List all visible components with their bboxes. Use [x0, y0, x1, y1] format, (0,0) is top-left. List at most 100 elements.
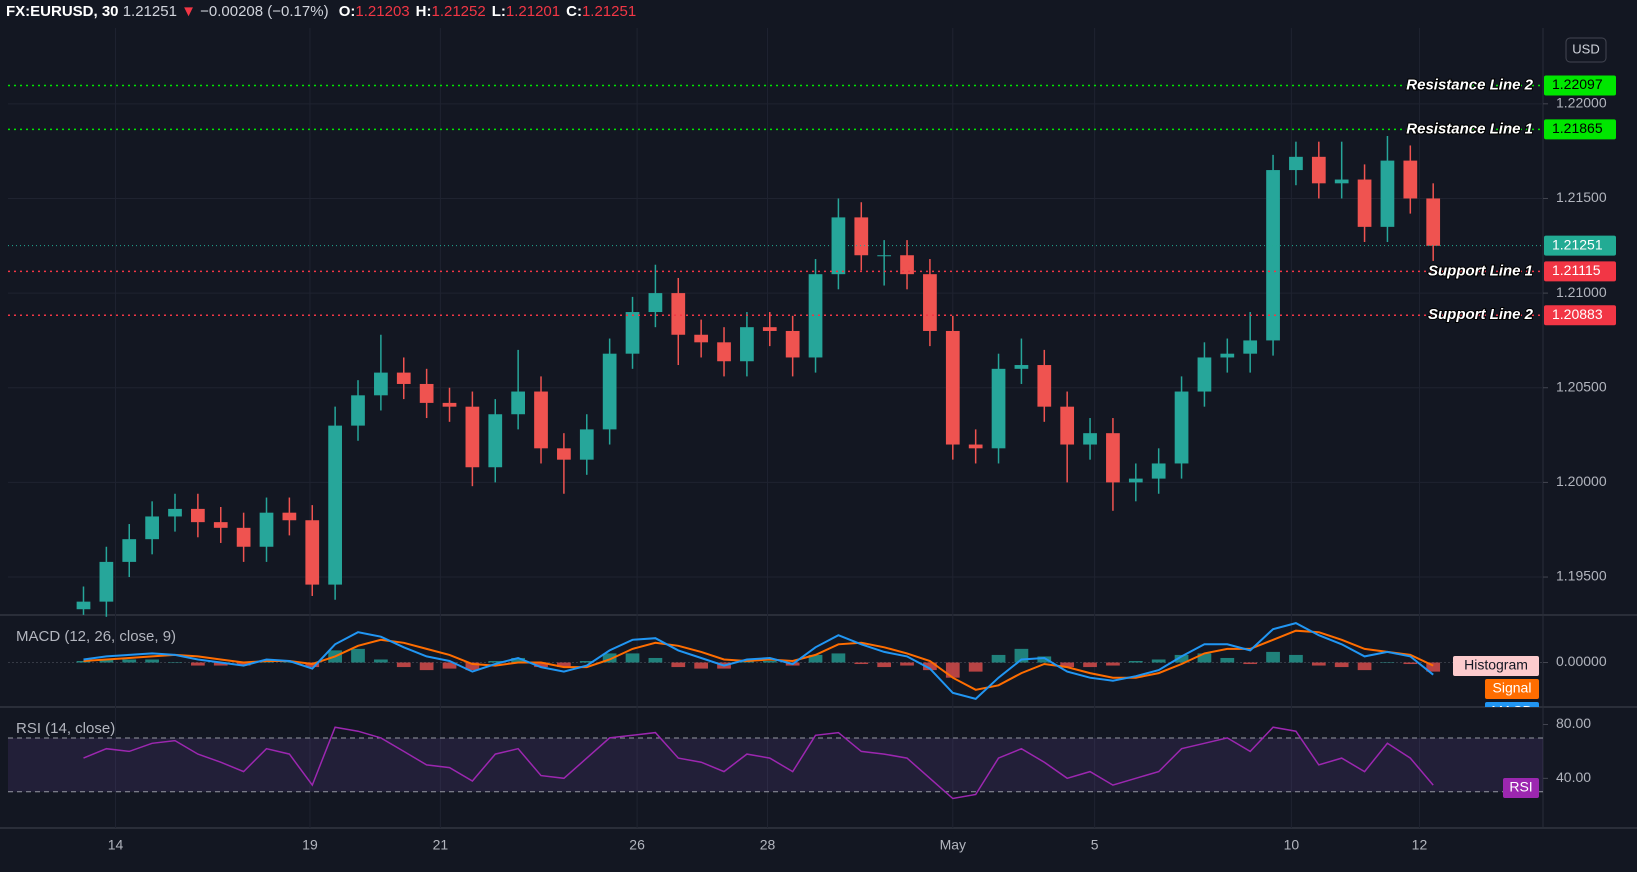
histogram-bar [625, 653, 640, 663]
candle-body [717, 342, 731, 362]
histogram-bar [854, 662, 869, 665]
candle-body [854, 217, 869, 256]
legend-badge [1453, 656, 1539, 676]
legend-label: MACD [1491, 703, 1532, 719]
histogram-bar [1128, 661, 1143, 663]
panel-title: RSI (14, close) [16, 720, 115, 737]
candle-body [1174, 391, 1189, 464]
histogram-bar [374, 659, 388, 663]
histogram-bar [534, 662, 548, 668]
candle-body [991, 368, 1006, 449]
macd-panel: MACD (12, 26, close, 9) Histogram Signal MA… [8, 622, 1543, 719]
panel-title: MACD (12, 26, close, 9) [16, 628, 176, 645]
candle-body [396, 372, 411, 384]
histogram-bar [877, 662, 892, 668]
unit-label: USD [1572, 41, 1599, 56]
candle-body [1357, 179, 1372, 227]
candle-body [1426, 198, 1441, 246]
candle-body [602, 353, 617, 430]
candle-body [945, 330, 960, 445]
x-tick-label: 19 [302, 837, 318, 853]
candle-body [191, 508, 205, 523]
level-badge [1544, 261, 1616, 282]
histogram-bar [282, 662, 297, 664]
histogram-bar [1220, 657, 1235, 663]
change: −0.00208 (−0.17%) [200, 3, 329, 20]
y-tick-label: 1.20000 [1556, 473, 1607, 489]
macd-line [83, 629, 1434, 691]
level-value: 1.21115 [1552, 262, 1601, 278]
y-tick-label: 1.20500 [1556, 378, 1607, 394]
histogram-bar [191, 662, 205, 666]
level-name: Support Line 2 [1428, 306, 1534, 323]
candle-body [671, 293, 686, 335]
x-tick-label: 12 [1412, 837, 1428, 853]
ohlc-key: O: [338, 3, 356, 20]
histogram-bar [1060, 662, 1075, 668]
rsi-line [83, 726, 1434, 800]
candle-body [328, 425, 342, 585]
histogram-bar [145, 659, 159, 663]
legend-badge [1503, 778, 1539, 798]
histogram-bar [808, 654, 823, 663]
unit-box [1565, 37, 1607, 63]
y-tick-label: 1.22000 [1556, 95, 1607, 111]
histogram-bar [1243, 662, 1258, 665]
candle-body [1060, 406, 1075, 445]
ohlc-value: 1.21203 [355, 3, 410, 20]
last-price-badge [1544, 235, 1616, 256]
candle-body [1220, 353, 1235, 358]
histogram-bar [1426, 662, 1441, 672]
x-tick-label: 10 [1284, 837, 1300, 853]
candle-body [1266, 170, 1280, 341]
y-tick-label: 1.21500 [1556, 189, 1607, 205]
candle-body [534, 391, 548, 449]
candle-body [1380, 160, 1395, 227]
candle-body [877, 255, 892, 257]
y-tick-label: 40.00 [1556, 769, 1591, 785]
ohlc-value: 1.21252 [431, 3, 486, 20]
histogram-bar [923, 662, 937, 671]
candle-body [305, 520, 320, 585]
candle-body [923, 274, 937, 331]
histogram-bar [168, 662, 182, 664]
histogram-bar [213, 662, 228, 666]
candle-body [831, 217, 846, 275]
candle-body [785, 330, 800, 358]
candle-body [374, 372, 388, 396]
level-name: Resistance Line 1 [1406, 120, 1533, 137]
histogram-bar [488, 661, 503, 663]
histogram-bar [648, 657, 663, 663]
histogram-bar [694, 662, 709, 669]
legend-badge [1485, 702, 1539, 707]
histogram-bar [1311, 662, 1326, 666]
ohlc-key: C: [566, 3, 582, 20]
candle-body [579, 429, 594, 460]
candle-body [442, 402, 457, 407]
candle-body [808, 274, 823, 358]
candle-body [488, 414, 503, 468]
y-tick-label: 1.21000 [1556, 284, 1607, 300]
ohlc-key: H: [415, 3, 432, 20]
histogram-bar [396, 662, 411, 668]
candle-body [76, 601, 91, 610]
candle-body [259, 512, 274, 547]
level-value: 1.20883 [1552, 306, 1603, 322]
histogram-bar [671, 662, 686, 668]
histogram-bar [442, 662, 457, 669]
histogram-bar [557, 662, 571, 668]
histogram-bar [1197, 653, 1212, 663]
level-badge [1544, 305, 1616, 326]
level-value: 1.21865 [1552, 120, 1603, 136]
histogram-bar [991, 654, 1006, 663]
candle-body [419, 383, 434, 403]
last-price-label: 1.21251 [1552, 236, 1603, 252]
histogram-bar [351, 648, 365, 663]
candle-body [1014, 365, 1029, 369]
ohlc: O:1.21203 H:1.21252 L:1.21201 C:1.21251 [333, 3, 636, 20]
histogram-bar [236, 662, 251, 666]
histogram-bar [602, 653, 617, 663]
candle-body [465, 406, 480, 468]
legend-label: Histogram [1464, 657, 1528, 673]
